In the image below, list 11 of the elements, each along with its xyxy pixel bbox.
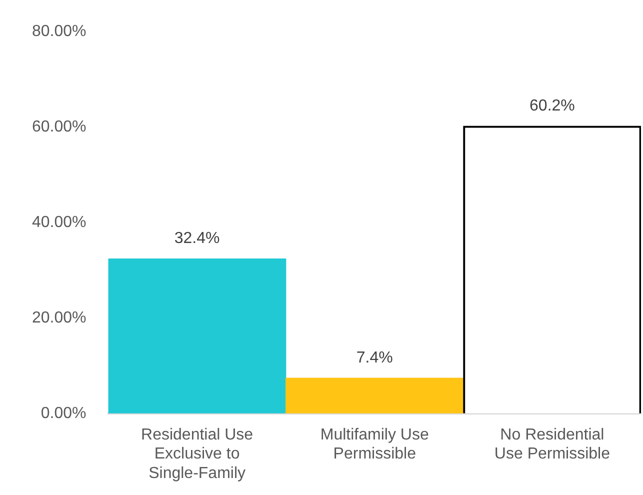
x-tick-label: Multifamily Use Permissible: [320, 426, 429, 463]
x-tick-label: No Residential Use Permissible: [494, 426, 610, 463]
y-tick-label: 80.00%: [32, 23, 86, 40]
data-label: 60.2%: [530, 98, 575, 114]
x-tick-label: Residential Use Exclusive to Single-Family: [141, 426, 254, 482]
y-tick-label: 40.00%: [32, 214, 86, 231]
data-label: 7.4%: [356, 349, 393, 366]
data-label: 32.4%: [174, 230, 220, 248]
y-tick-label: 0.00%: [40, 404, 86, 422]
y-tick-label: 20.00%: [32, 309, 86, 326]
y-tick-label: 60.00%: [32, 118, 86, 136]
